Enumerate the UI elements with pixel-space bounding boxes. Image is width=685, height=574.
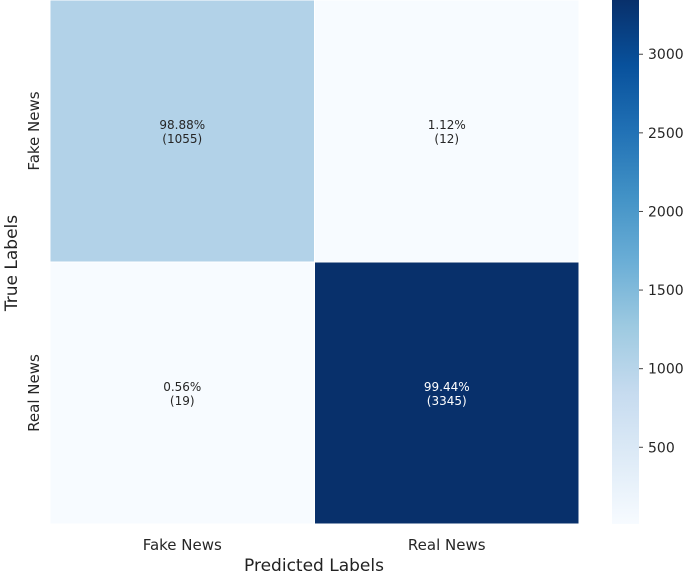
colorbar-tick-label: 1000 bbox=[648, 362, 684, 378]
y-tick-label: Real News bbox=[25, 354, 43, 432]
cell-count-label: (1055) bbox=[162, 132, 202, 146]
colorbar-tick-label: 2500 bbox=[648, 126, 684, 142]
cell-percent-label: 1.12% bbox=[428, 118, 466, 132]
y-tick-label: Fake News bbox=[25, 91, 43, 170]
x-tick-labels: Fake News Real News bbox=[143, 536, 486, 554]
y-tick-labels: Fake News Real News bbox=[25, 91, 43, 432]
x-tick-label: Fake News bbox=[143, 536, 222, 554]
x-axis-label: Predicted Labels bbox=[244, 556, 384, 574]
cell-percent-label: 98.88% bbox=[159, 118, 205, 132]
x-tick-label: Real News bbox=[408, 536, 486, 554]
colorbar-tick-label: 3000 bbox=[648, 47, 684, 63]
heatmap-cell-labels: 98.88%(1055) 1.12%(12) 0.56%(19) 99.44%(334… bbox=[159, 118, 469, 408]
colorbar bbox=[612, 0, 639, 524]
colorbar-tick-label: 1500 bbox=[648, 283, 684, 299]
cell-count-label: (12) bbox=[434, 132, 459, 146]
cell-percent-label: 0.56% bbox=[163, 380, 201, 394]
heatmap-cell bbox=[49, 0, 315, 263]
cell-count-label: (3345) bbox=[427, 394, 467, 408]
cell-percent-label: 99.44% bbox=[424, 380, 470, 394]
colorbar-ticks: 500 1000 1500 2000 2500 3000 bbox=[639, 47, 684, 456]
cell-count-label: (19) bbox=[170, 394, 195, 408]
y-axis-label: True Labels bbox=[2, 215, 22, 312]
heatmap-cell bbox=[314, 261, 580, 525]
heatmap-cell bbox=[314, 0, 580, 263]
heatmap-cell bbox=[49, 261, 315, 525]
colorbar-tick-label: 2000 bbox=[648, 204, 684, 220]
colorbar-tick-label: 500 bbox=[648, 440, 675, 456]
heatmap-cells bbox=[49, 0, 580, 525]
